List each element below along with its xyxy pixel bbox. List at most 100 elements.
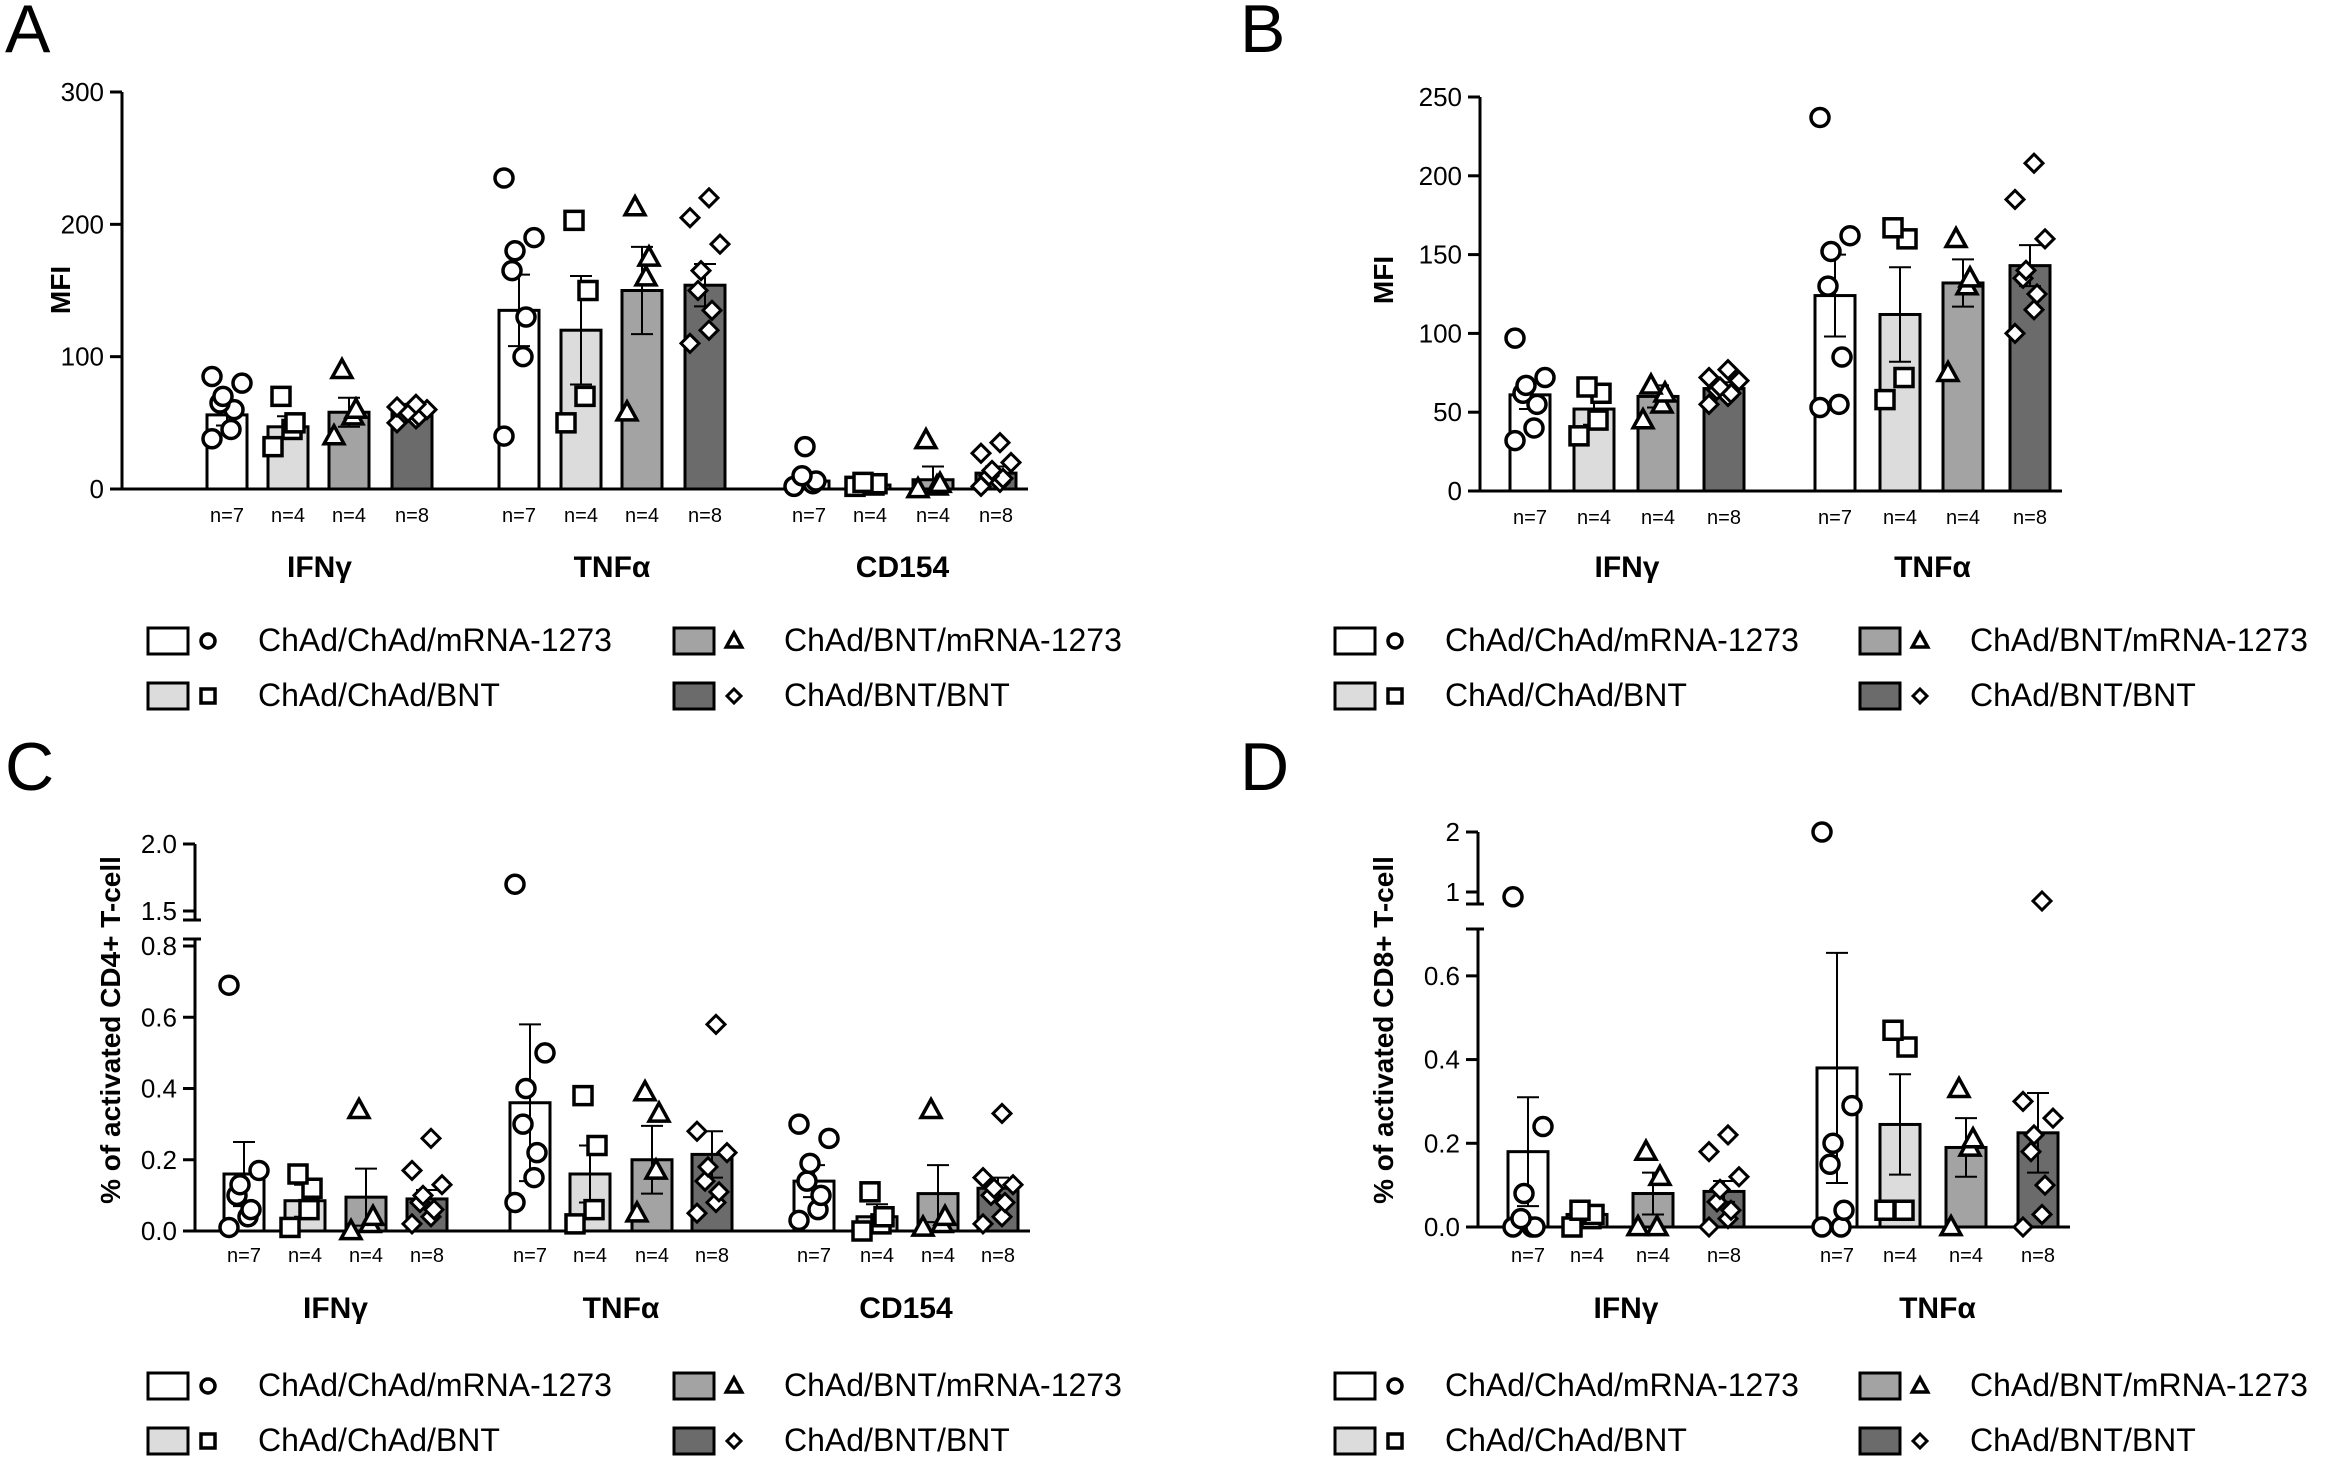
y-tick-label: 1: [1446, 877, 1460, 907]
data-point: [218, 974, 240, 996]
legend-circle-icon: [1386, 632, 1404, 650]
data-point: [678, 332, 702, 355]
data-point: [646, 1099, 672, 1123]
data-point: [1882, 1019, 1904, 1042]
y-tick-label: 300: [61, 77, 104, 107]
data-point: [624, 1199, 650, 1223]
data-point: [422, 1198, 446, 1221]
legend-label: ChAd/ChAd/mRNA-1273: [258, 622, 612, 658]
n-label: n=7: [210, 505, 244, 527]
data-point: [905, 475, 931, 499]
n-label: n=4: [1949, 1245, 1983, 1267]
data-point: [1957, 264, 1983, 288]
legend-swatch: [1858, 1426, 1902, 1456]
data-point: [1523, 417, 1545, 439]
n-label: n=4: [921, 1245, 955, 1267]
data-point: [2030, 1203, 2054, 1226]
data-point: [1587, 409, 1609, 431]
data-point: [632, 1078, 658, 1102]
legend-label: ChAd/ChAd/BNT: [258, 1422, 500, 1458]
data-point: [523, 1166, 545, 1189]
bar: [683, 283, 727, 491]
data-point: [583, 1198, 605, 1221]
data-point: [969, 442, 993, 465]
y-tick-label: 200: [61, 209, 104, 239]
data-point: [799, 1152, 821, 1175]
data-point: [1822, 1132, 1844, 1155]
data-point: [1708, 375, 1732, 399]
y-tick-label: 200: [1419, 161, 1462, 191]
data-point: [851, 1220, 873, 1242]
y-tick-label: 0.6: [141, 1002, 177, 1032]
data-point: [794, 435, 816, 458]
data-point: [240, 1198, 262, 1221]
group-label: IFNγ: [303, 1292, 368, 1325]
data-point: [1504, 429, 1526, 452]
y-axis-label: % of activated CD4+ T-cell: [95, 856, 126, 1204]
legend-label: ChAd/BNT/BNT: [1970, 677, 2196, 713]
y-tick-label: 100: [1419, 318, 1462, 348]
legend-diamond-icon: [1910, 686, 1930, 706]
legend-label: ChAd/BNT/mRNA-1273: [1970, 1367, 2308, 1403]
n-label: n=4: [1577, 507, 1611, 529]
legend-label: ChAd/BNT/mRNA-1273: [784, 622, 1122, 658]
y-tick-label: 0: [1448, 476, 1462, 506]
data-point: [586, 1134, 608, 1157]
legend-entry: ChAd/ChAd/BNT: [1333, 1422, 1687, 1458]
data-point: [346, 1095, 372, 1120]
data-point: [1568, 425, 1590, 447]
n-label: n=7: [227, 1245, 261, 1267]
legend-circle-icon: [1386, 1377, 1404, 1395]
n-label: n=4: [564, 505, 598, 527]
data-point: [693, 1170, 717, 1193]
n-label: n=4: [332, 505, 366, 527]
data-point: [1719, 1199, 1743, 1222]
legend-entry: ChAd/ChAd/mRNA-1273: [146, 622, 612, 658]
legend-swatch: [672, 1371, 716, 1401]
legend-label: ChAd/ChAd/mRNA-1273: [258, 1367, 612, 1403]
chart-panel-b: B 0 50 100 150 200 250 MFI n=7 n=4 n=4 n=8 IFNγ n=7 n=…: [1240, 0, 2308, 713]
legend-entry: ChAd/BNT/mRNA-1273: [1858, 1367, 2308, 1403]
data-point: [700, 299, 724, 322]
group-label: TNFα: [574, 551, 651, 584]
n-label: n=8: [395, 505, 429, 527]
data-point: [1839, 224, 1861, 247]
y-tick-label: 0.0: [1424, 1212, 1460, 1242]
data-point: [788, 1113, 810, 1135]
data-point: [1727, 369, 1751, 392]
chart-panel-c: C 0.0 0.2 0.4 0.6 0.8 1.5 2.0 % of activated CD4…: [5, 729, 1122, 1458]
data-point: [229, 1173, 251, 1196]
data-point: [430, 1173, 454, 1196]
data-point: [2014, 259, 2038, 282]
data-point: [1513, 1182, 1535, 1205]
y-axis-label: MFI: [45, 266, 76, 314]
y-tick-label: 100: [61, 342, 104, 372]
panel-letter-a: A: [5, 0, 51, 67]
data-point: [577, 279, 599, 302]
panel-letter-b: B: [1240, 0, 1285, 67]
data-point: [685, 1120, 709, 1143]
data-point: [633, 263, 659, 287]
data-point: [1938, 1213, 1964, 1237]
data-point: [1828, 393, 1850, 416]
data-point: [512, 345, 534, 368]
legend-swatch: [1333, 1371, 1377, 1401]
data-point: [1960, 1125, 1986, 1149]
legend-entry: ChAd/ChAd/mRNA-1273: [1333, 622, 1799, 658]
data-point: [990, 1102, 1014, 1125]
y-tick-label: 1.5: [141, 896, 177, 926]
data-point: [385, 395, 409, 419]
data-point: [971, 1212, 995, 1235]
legend-entry: ChAd/BNT/mRNA-1273: [672, 622, 1122, 658]
data-point: [2003, 322, 2027, 345]
legend-entry: ChAd/ChAd/mRNA-1273: [1333, 1367, 1799, 1403]
data-point: [697, 319, 721, 342]
data-point: [298, 1198, 320, 1221]
panel-letter-c: C: [5, 729, 54, 805]
data-point: [493, 425, 515, 447]
data-point: [2019, 1140, 2043, 1163]
n-label: n=8: [688, 505, 722, 527]
data-point: [636, 243, 662, 267]
legend-square-icon: [1386, 1432, 1404, 1450]
data-point: [791, 465, 813, 487]
